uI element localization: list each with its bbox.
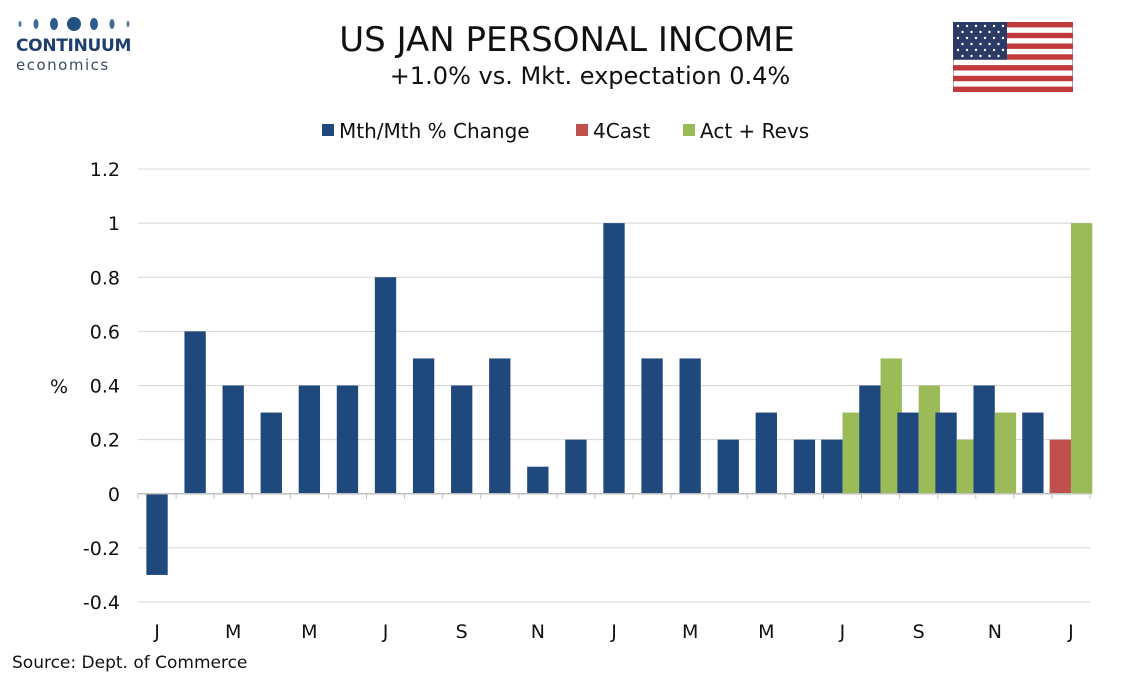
legend-label: Mth/Mth % Change bbox=[339, 119, 530, 143]
bar bbox=[918, 385, 940, 494]
bar bbox=[859, 385, 881, 494]
bar bbox=[717, 439, 739, 494]
x-tick-label: N bbox=[988, 621, 1002, 643]
x-tick-label: S bbox=[456, 621, 468, 643]
bar bbox=[603, 223, 625, 494]
chart-subtitle: +1.0% vs. Mkt. expectation 0.4% bbox=[389, 62, 791, 90]
x-tick-label: M bbox=[682, 621, 698, 643]
us-flag-icon bbox=[953, 22, 1073, 92]
y-tick-label: 0.4 bbox=[90, 376, 120, 398]
bar bbox=[565, 439, 587, 494]
bar bbox=[897, 412, 919, 494]
bar bbox=[1049, 439, 1071, 494]
x-tick-label: M bbox=[758, 621, 774, 643]
source-note: Source: Dept. of Commerce bbox=[12, 653, 248, 673]
bar bbox=[755, 412, 777, 494]
bar bbox=[374, 277, 397, 494]
bar bbox=[260, 412, 282, 494]
legend: Mth/Mth % Change 4Cast Act + Revs bbox=[322, 119, 809, 143]
logo-dots-icon bbox=[18, 17, 130, 31]
bar bbox=[146, 493, 168, 575]
legend-swatch bbox=[322, 124, 334, 136]
logo-name: CONTINUUM bbox=[16, 36, 132, 56]
legend-swatch bbox=[576, 124, 588, 136]
bar bbox=[222, 385, 244, 494]
bar bbox=[793, 439, 816, 494]
x-tick-label: J bbox=[382, 621, 389, 643]
y-tick-label: -0.4 bbox=[83, 592, 120, 614]
bar bbox=[956, 439, 979, 494]
y-tick-label: 0 bbox=[108, 484, 120, 506]
x-tick-label: M bbox=[225, 621, 241, 643]
y-tick-label: -0.2 bbox=[83, 538, 120, 560]
bar bbox=[184, 331, 206, 494]
bar bbox=[679, 358, 701, 494]
x-tick-label: J bbox=[839, 621, 846, 643]
y-axis-label: % bbox=[50, 376, 68, 398]
bar bbox=[451, 385, 473, 494]
bar bbox=[821, 439, 843, 494]
x-tick-label: S bbox=[913, 621, 925, 643]
y-tick-label: 1 bbox=[108, 213, 120, 235]
y-tick-label: 1.2 bbox=[90, 159, 120, 181]
bar bbox=[641, 358, 663, 494]
y-tick-label: 0.6 bbox=[90, 321, 120, 343]
bar bbox=[298, 385, 321, 494]
x-tick-label: J bbox=[610, 621, 617, 643]
y-tick-label: 0.8 bbox=[90, 267, 120, 289]
x-tick-label: N bbox=[531, 621, 545, 643]
legend-label: Act + Revs bbox=[700, 119, 809, 143]
bar bbox=[973, 385, 995, 494]
bars bbox=[146, 223, 1093, 575]
bar bbox=[412, 358, 435, 494]
x-tick-label: J bbox=[1067, 621, 1074, 643]
bar bbox=[1070, 223, 1093, 494]
x-tick-label: M bbox=[301, 621, 317, 643]
y-tick-label: 0.2 bbox=[90, 430, 120, 452]
chart-title: US JAN PERSONAL INCOME bbox=[339, 20, 795, 60]
bar bbox=[842, 412, 864, 494]
legend-label: 4Cast bbox=[593, 119, 650, 143]
bar bbox=[994, 412, 1017, 494]
bar bbox=[336, 385, 359, 494]
logo-subtitle: economics bbox=[16, 56, 110, 74]
continuum-economics-logo: CONTINUUM economics bbox=[14, 14, 134, 74]
bar bbox=[1022, 412, 1044, 494]
bar bbox=[489, 358, 511, 494]
axes: -0.4 -0.2 0 0.2 0.4 0.6 0.8 1 1.2 J M M J S N J M M J S N J bbox=[83, 159, 1091, 643]
bar bbox=[527, 466, 549, 494]
bar bbox=[935, 412, 957, 494]
x-tick-label: J bbox=[153, 621, 160, 643]
bar bbox=[880, 358, 902, 494]
legend-swatch bbox=[683, 124, 695, 136]
